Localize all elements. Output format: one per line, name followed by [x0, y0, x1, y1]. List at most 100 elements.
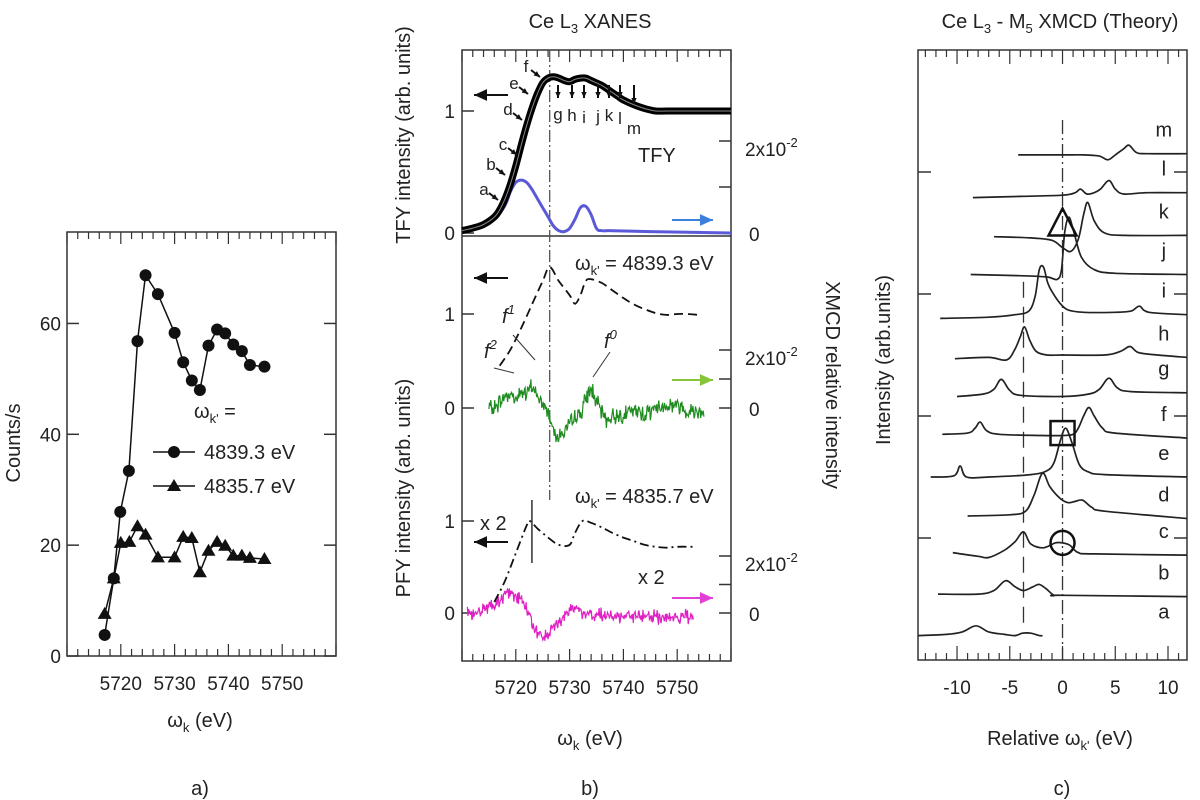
tick-base: 2x10 [745, 555, 786, 576]
bottom-energy-sub: k' [591, 496, 600, 511]
data-point-triangle [106, 571, 121, 584]
panel-b-bottom-ytick-label: 0 [444, 604, 455, 625]
xmcd-middle-curve [488, 379, 705, 443]
panel-b-xtick-label: 5740 [602, 678, 644, 699]
point-arrow-k-head [606, 92, 612, 98]
panel-a-ytick-label: 0 [50, 647, 61, 668]
data-point-triangle [150, 550, 165, 563]
panel-c-label: c) [1054, 778, 1071, 800]
point-arrow-c-head [510, 149, 517, 155]
point-arrow-d-head [515, 114, 522, 120]
spectrum-e [930, 427, 1188, 479]
data-point-triangle [192, 565, 207, 578]
point-arrow-d [512, 112, 523, 121]
spectrum-label-k: k [1159, 201, 1170, 223]
panel-b-bottom-right-tick-label-2e-2: 2x10-2 [745, 550, 798, 576]
panel-c-title-sub2: 5 [1026, 21, 1033, 36]
point-arrow-a-head [491, 194, 498, 200]
spectrum-label-f: f [1161, 404, 1167, 426]
point-arrow-i [581, 85, 587, 98]
panel-a-xtick-label: 5720 [100, 674, 142, 695]
spectrum-label-m: m [1155, 120, 1172, 142]
panel-b-ylabel-pfy: PFY intensity (arb. units) [393, 379, 415, 598]
panel-c-xlabel: Relative ωk' (eV) [987, 728, 1133, 753]
legend-circle-marker [168, 446, 180, 458]
panel-a-label: a) [191, 778, 209, 800]
bottom-energy-label: ωk' = 4835.7 eV [575, 486, 714, 511]
point-label-d: d [503, 100, 512, 119]
panel-b-top-ytick-label: 1 [444, 102, 455, 123]
panel-b-xlabel-unit: (eV) [579, 728, 622, 750]
panel-a-xlabel-symbol: ω [167, 710, 183, 732]
data-point-circle [122, 464, 135, 477]
panel-c-title-sub: 3 [984, 21, 991, 36]
panel-c-title-post: XMCD (Theory) [1033, 11, 1179, 33]
annotation-f0-base: f [604, 331, 612, 353]
panel-b-middle-right-tick-label-2e-2: 2x10-2 [745, 344, 798, 370]
data-point-circle [98, 628, 111, 641]
middle-energy-value: = 4839.3 eV [600, 253, 715, 275]
panel-a-xlabel: ωk (eV) [167, 710, 232, 735]
legend-title-symbol: ω [194, 401, 210, 423]
data-point-triangle [122, 534, 137, 547]
panel-b-middle-right-tick-label-0: 0 [749, 400, 760, 421]
spectrum-l [972, 179, 1188, 199]
annotation-f2-leader [493, 367, 515, 374]
panel-a-xlabel-sub: k [183, 720, 190, 735]
panel-c-title-mid: - M [991, 11, 1025, 33]
panel-b-top-right-tick-label-2e-2: 2x10-2 [745, 135, 798, 161]
data-point-circle [185, 374, 198, 387]
spectrum-label-j: j [1161, 240, 1166, 262]
data-point-circle [114, 505, 127, 518]
legend-title-eq: = [219, 401, 236, 423]
point-label-c: c [499, 135, 508, 154]
point-arrow-h-head [569, 92, 575, 98]
data-point-triangle [184, 530, 199, 543]
point-label-g: g [553, 105, 562, 124]
xmcd-bottom-right-axis-arrow [672, 592, 713, 604]
pfy-bottom-left-axis-arrow-head [474, 536, 487, 548]
annotation-f0-leader [592, 351, 611, 378]
data-point-circle [258, 360, 271, 373]
data-point-circle [177, 356, 190, 369]
panel-a-ytick-label: 60 [40, 314, 61, 335]
panel-b-frame [461, 49, 732, 662]
spectrum-label-l: l [1162, 159, 1166, 181]
panel-a-xtick-label: 5750 [261, 674, 303, 695]
data-point-triangle [130, 519, 145, 532]
annotation-f0: f0 [604, 327, 618, 353]
point-arrow-j [595, 85, 601, 98]
data-point-triangle [167, 550, 182, 563]
panel-c-xtick-label: 10 [1157, 678, 1178, 699]
panel-c-xlabel-pre: Relative ω [987, 728, 1080, 750]
panel-a-ytick-label: 40 [40, 425, 61, 446]
panel-b-xtick-label: 5750 [656, 678, 698, 699]
data-point-circle [235, 345, 248, 358]
panel-b-top-right-tick-label-0: 0 [749, 225, 760, 246]
panel-a-xtick-label: 5740 [207, 674, 249, 695]
data-point-triangle [257, 552, 272, 565]
xmcd-top-right-axis-arrow-head [700, 214, 713, 226]
point-arrow-a [488, 192, 499, 201]
spectrum-label-g: g [1158, 359, 1169, 381]
point-label-e: e [509, 74, 518, 93]
panel-c-xtick-label: -5 [1001, 678, 1018, 699]
spectrum-a [917, 624, 1043, 637]
data-point-circle [168, 326, 181, 339]
spectrum-k [993, 201, 1188, 253]
xmcd-top-right-axis-arrow [672, 214, 713, 226]
point-arrow-f [530, 69, 541, 78]
tick-exponent: -2 [786, 550, 798, 565]
point-label-f: f [524, 57, 529, 76]
spectrum-label-a: a [1158, 602, 1170, 624]
panel-b-bottom-ytick-label: 1 [444, 512, 455, 533]
xmcd-bottom-right-axis-arrow-head [700, 592, 713, 604]
data-point-triangle [201, 543, 216, 556]
panel-a-frame [66, 231, 337, 657]
point-arrow-e-head [521, 88, 528, 94]
data-point-circle [139, 269, 152, 282]
panel-a-xlabel-unit: (eV) [189, 710, 232, 732]
point-arrow-f-head [533, 71, 540, 77]
spectrum-label-d: d [1158, 484, 1169, 506]
pfy-scale-label: x 2 [480, 513, 507, 535]
